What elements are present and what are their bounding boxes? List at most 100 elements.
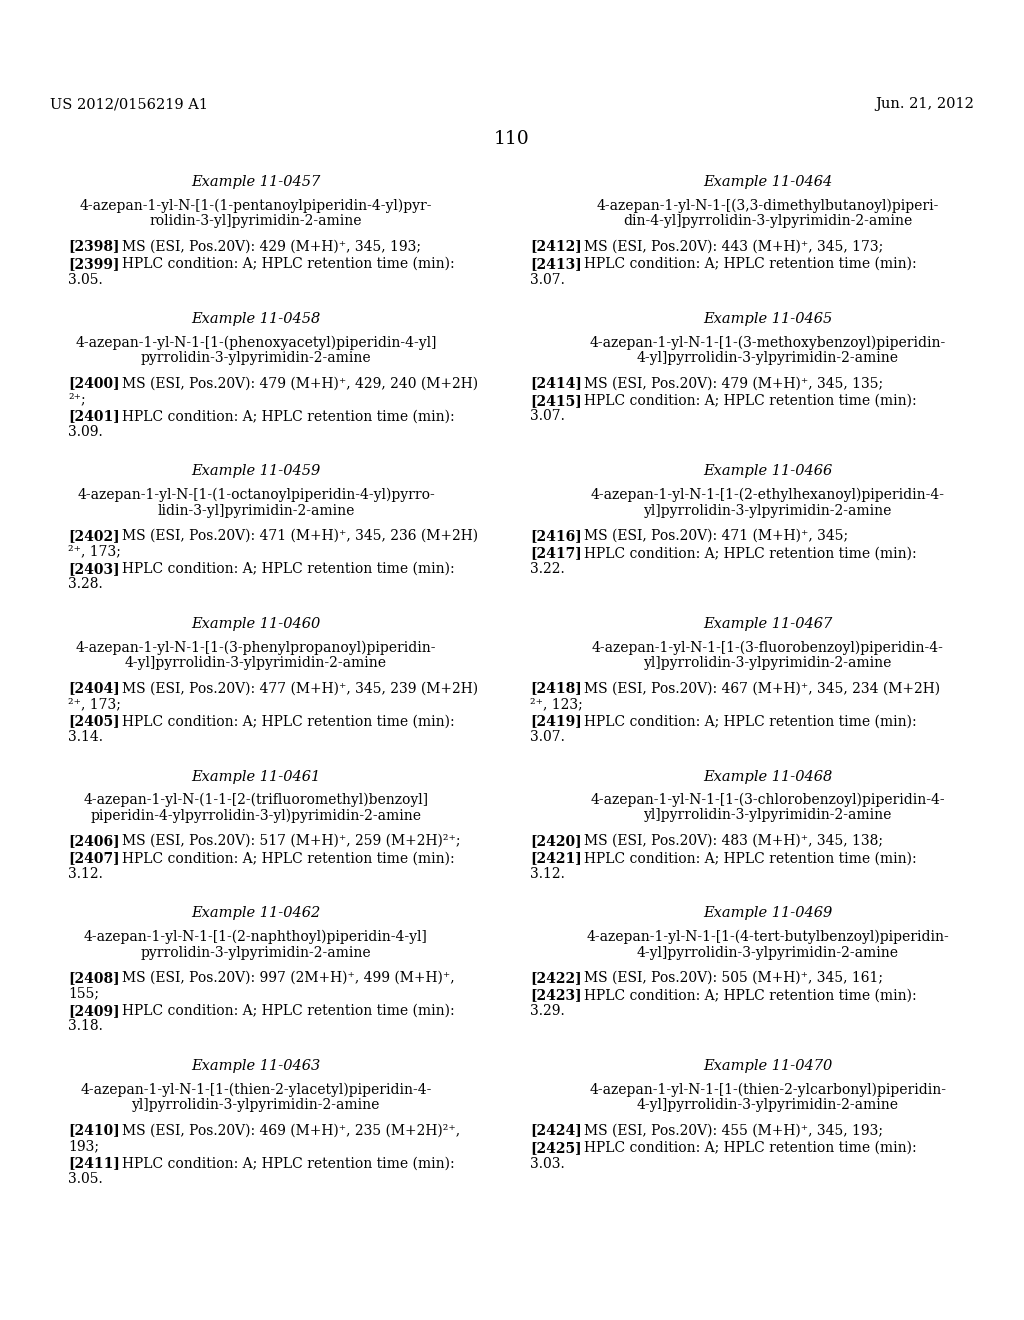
Text: MS (ESI, Pos.20V): 517 (M+H)⁺, 259 (M+2H)²⁺;: MS (ESI, Pos.20V): 517 (M+H)⁺, 259 (M+2H… bbox=[122, 834, 461, 847]
Text: 4-azepan-1-yl-N-1-[1-(4-tert-butylbenzoyl)piperidin-: 4-azepan-1-yl-N-1-[1-(4-tert-butylbenzoy… bbox=[587, 931, 949, 944]
Text: ²⁺, 123;: ²⁺, 123; bbox=[530, 697, 583, 711]
Text: Example 11-0463: Example 11-0463 bbox=[191, 1059, 321, 1073]
Text: [2407]: [2407] bbox=[68, 851, 120, 866]
Text: 3.07.: 3.07. bbox=[530, 730, 565, 744]
Text: 3.07.: 3.07. bbox=[530, 409, 565, 424]
Text: [2417]: [2417] bbox=[530, 546, 582, 561]
Text: MS (ESI, Pos.20V): 469 (M+H)⁺, 235 (M+2H)²⁺,: MS (ESI, Pos.20V): 469 (M+H)⁺, 235 (M+2H… bbox=[122, 1123, 460, 1138]
Text: 3.12.: 3.12. bbox=[530, 867, 565, 880]
Text: Example 11-0465: Example 11-0465 bbox=[703, 312, 833, 326]
Text: 4-azepan-1-yl-N-(1-1-[2-(trifluoromethyl)benzoyl]: 4-azepan-1-yl-N-(1-1-[2-(trifluoromethyl… bbox=[83, 793, 429, 808]
Text: [2406]: [2406] bbox=[68, 834, 120, 847]
Text: HPLC condition: A; HPLC retention time (min):: HPLC condition: A; HPLC retention time (… bbox=[122, 1005, 455, 1018]
Text: [2398]: [2398] bbox=[68, 239, 120, 253]
Text: 155;: 155; bbox=[68, 986, 99, 1001]
Text: HPLC condition: A; HPLC retention time (min):: HPLC condition: A; HPLC retention time (… bbox=[584, 714, 916, 729]
Text: 4-azepan-1-yl-N-1-[1-(phenoxyacetyl)piperidin-4-yl]: 4-azepan-1-yl-N-1-[1-(phenoxyacetyl)pipe… bbox=[75, 335, 437, 350]
Text: HPLC condition: A; HPLC retention time (min):: HPLC condition: A; HPLC retention time (… bbox=[584, 393, 916, 408]
Text: Example 11-0468: Example 11-0468 bbox=[703, 770, 833, 784]
Text: 4-azepan-1-yl-N-1-[1-(2-ethylhexanoyl)piperidin-4-: 4-azepan-1-yl-N-1-[1-(2-ethylhexanoyl)pi… bbox=[591, 488, 945, 503]
Text: Example 11-0458: Example 11-0458 bbox=[191, 312, 321, 326]
Text: MS (ESI, Pos.20V): 997 (2M+H)⁺, 499 (M+H)⁺,: MS (ESI, Pos.20V): 997 (2M+H)⁺, 499 (M+H… bbox=[122, 972, 455, 985]
Text: [2403]: [2403] bbox=[68, 562, 120, 576]
Text: [2419]: [2419] bbox=[530, 714, 582, 729]
Text: 4-azepan-1-yl-N-1-[(3,3-dimethylbutanoyl)piperi-: 4-azepan-1-yl-N-1-[(3,3-dimethylbutanoyl… bbox=[597, 198, 939, 213]
Text: [2420]: [2420] bbox=[530, 834, 582, 847]
Text: MS (ESI, Pos.20V): 455 (M+H)⁺, 345, 193;: MS (ESI, Pos.20V): 455 (M+H)⁺, 345, 193; bbox=[584, 1123, 883, 1138]
Text: MS (ESI, Pos.20V): 443 (M+H)⁺, 345, 173;: MS (ESI, Pos.20V): 443 (M+H)⁺, 345, 173; bbox=[584, 239, 884, 253]
Text: 4-yl]pyrrolidin-3-ylpyrimidin-2-amine: 4-yl]pyrrolidin-3-ylpyrimidin-2-amine bbox=[637, 351, 899, 366]
Text: Example 11-0461: Example 11-0461 bbox=[191, 770, 321, 784]
Text: [2425]: [2425] bbox=[530, 1140, 582, 1155]
Text: [2416]: [2416] bbox=[530, 529, 582, 543]
Text: MS (ESI, Pos.20V): 505 (M+H)⁺, 345, 161;: MS (ESI, Pos.20V): 505 (M+H)⁺, 345, 161; bbox=[584, 972, 883, 985]
Text: [2423]: [2423] bbox=[530, 989, 582, 1002]
Text: 4-azepan-1-yl-N-[1-(1-octanoylpiperidin-4-yl)pyrro-: 4-azepan-1-yl-N-[1-(1-octanoylpiperidin-… bbox=[77, 488, 435, 503]
Text: MS (ESI, Pos.20V): 429 (M+H)⁺, 345, 193;: MS (ESI, Pos.20V): 429 (M+H)⁺, 345, 193; bbox=[122, 239, 421, 253]
Text: [2404]: [2404] bbox=[68, 681, 120, 696]
Text: 4-azepan-1-yl-N-1-[1-(3-methoxybenzoyl)piperidin-: 4-azepan-1-yl-N-1-[1-(3-methoxybenzoyl)p… bbox=[590, 335, 946, 350]
Text: [2424]: [2424] bbox=[530, 1123, 582, 1138]
Text: Example 11-0462: Example 11-0462 bbox=[191, 907, 321, 920]
Text: [2411]: [2411] bbox=[68, 1156, 120, 1171]
Text: Example 11-0460: Example 11-0460 bbox=[191, 616, 321, 631]
Text: ²⁺;: ²⁺; bbox=[68, 392, 86, 407]
Text: pyrrolidin-3-ylpyrimidin-2-amine: pyrrolidin-3-ylpyrimidin-2-amine bbox=[140, 945, 372, 960]
Text: 4-azepan-1-yl-N-1-[1-(3-chlorobenzoyl)piperidin-4-: 4-azepan-1-yl-N-1-[1-(3-chlorobenzoyl)pi… bbox=[591, 793, 945, 808]
Text: 4-azepan-1-yl-N-1-[1-(3-phenylpropanoyl)piperidin-: 4-azepan-1-yl-N-1-[1-(3-phenylpropanoyl)… bbox=[76, 640, 436, 655]
Text: lidin-3-yl]pyrimidin-2-amine: lidin-3-yl]pyrimidin-2-amine bbox=[158, 503, 354, 517]
Text: [2414]: [2414] bbox=[530, 376, 582, 391]
Text: 3.28.: 3.28. bbox=[68, 578, 102, 591]
Text: [2405]: [2405] bbox=[68, 714, 120, 729]
Text: HPLC condition: A; HPLC retention time (min):: HPLC condition: A; HPLC retention time (… bbox=[122, 1156, 455, 1171]
Text: 4-yl]pyrrolidin-3-ylpyrimidin-2-amine: 4-yl]pyrrolidin-3-ylpyrimidin-2-amine bbox=[637, 945, 899, 960]
Text: 110: 110 bbox=[495, 129, 529, 148]
Text: MS (ESI, Pos.20V): 471 (M+H)⁺, 345;: MS (ESI, Pos.20V): 471 (M+H)⁺, 345; bbox=[584, 529, 848, 543]
Text: 4-azepan-1-yl-N-1-[1-(thien-2-ylcarbonyl)piperidin-: 4-azepan-1-yl-N-1-[1-(thien-2-ylcarbonyl… bbox=[590, 1082, 946, 1097]
Text: MS (ESI, Pos.20V): 479 (M+H)⁺, 345, 135;: MS (ESI, Pos.20V): 479 (M+H)⁺, 345, 135; bbox=[584, 376, 883, 391]
Text: [2408]: [2408] bbox=[68, 972, 120, 985]
Text: piperidin-4-ylpyrrolidin-3-yl)pyrimidin-2-amine: piperidin-4-ylpyrrolidin-3-yl)pyrimidin-… bbox=[90, 808, 422, 822]
Text: HPLC condition: A; HPLC retention time (min):: HPLC condition: A; HPLC retention time (… bbox=[584, 546, 916, 561]
Text: Jun. 21, 2012: Jun. 21, 2012 bbox=[876, 96, 974, 111]
Text: [2399]: [2399] bbox=[68, 257, 120, 271]
Text: 3.29.: 3.29. bbox=[530, 1005, 565, 1018]
Text: HPLC condition: A; HPLC retention time (min):: HPLC condition: A; HPLC retention time (… bbox=[584, 989, 916, 1002]
Text: 3.05.: 3.05. bbox=[68, 272, 102, 286]
Text: HPLC condition: A; HPLC retention time (min):: HPLC condition: A; HPLC retention time (… bbox=[122, 714, 455, 729]
Text: [2415]: [2415] bbox=[530, 393, 582, 408]
Text: 4-yl]pyrrolidin-3-ylpyrimidin-2-amine: 4-yl]pyrrolidin-3-ylpyrimidin-2-amine bbox=[125, 656, 387, 671]
Text: [2409]: [2409] bbox=[68, 1005, 120, 1018]
Text: MS (ESI, Pos.20V): 471 (M+H)⁺, 345, 236 (M+2H): MS (ESI, Pos.20V): 471 (M+H)⁺, 345, 236 … bbox=[122, 529, 478, 543]
Text: 4-azepan-1-yl-N-1-[1-(3-fluorobenzoyl)piperidin-4-: 4-azepan-1-yl-N-1-[1-(3-fluorobenzoyl)pi… bbox=[592, 640, 944, 655]
Text: din-4-yl]pyrrolidin-3-ylpyrimidin-2-amine: din-4-yl]pyrrolidin-3-ylpyrimidin-2-amin… bbox=[624, 214, 912, 228]
Text: ²⁺, 173;: ²⁺, 173; bbox=[68, 544, 121, 558]
Text: HPLC condition: A; HPLC retention time (min):: HPLC condition: A; HPLC retention time (… bbox=[122, 851, 455, 866]
Text: 4-yl]pyrrolidin-3-ylpyrimidin-2-amine: 4-yl]pyrrolidin-3-ylpyrimidin-2-amine bbox=[637, 1098, 899, 1111]
Text: yl]pyrrolidin-3-ylpyrimidin-2-amine: yl]pyrrolidin-3-ylpyrimidin-2-amine bbox=[644, 656, 892, 671]
Text: Example 11-0469: Example 11-0469 bbox=[703, 907, 833, 920]
Text: MS (ESI, Pos.20V): 467 (M+H)⁺, 345, 234 (M+2H): MS (ESI, Pos.20V): 467 (M+H)⁺, 345, 234 … bbox=[584, 681, 940, 696]
Text: 193;: 193; bbox=[68, 1139, 99, 1152]
Text: pyrrolidin-3-ylpyrimidin-2-amine: pyrrolidin-3-ylpyrimidin-2-amine bbox=[140, 351, 372, 366]
Text: MS (ESI, Pos.20V): 477 (M+H)⁺, 345, 239 (M+2H): MS (ESI, Pos.20V): 477 (M+H)⁺, 345, 239 … bbox=[122, 681, 478, 696]
Text: [2401]: [2401] bbox=[68, 409, 120, 424]
Text: Example 11-0457: Example 11-0457 bbox=[191, 176, 321, 189]
Text: [2421]: [2421] bbox=[530, 851, 582, 866]
Text: HPLC condition: A; HPLC retention time (min):: HPLC condition: A; HPLC retention time (… bbox=[584, 257, 916, 271]
Text: HPLC condition: A; HPLC retention time (min):: HPLC condition: A; HPLC retention time (… bbox=[584, 851, 916, 866]
Text: 4-azepan-1-yl-N-[1-(1-pentanoylpiperidin-4-yl)pyr-: 4-azepan-1-yl-N-[1-(1-pentanoylpiperidin… bbox=[80, 198, 432, 213]
Text: 4-azepan-1-yl-N-1-[1-(thien-2-ylacetyl)piperidin-4-: 4-azepan-1-yl-N-1-[1-(thien-2-ylacetyl)p… bbox=[80, 1082, 432, 1097]
Text: yl]pyrrolidin-3-ylpyrimidin-2-amine: yl]pyrrolidin-3-ylpyrimidin-2-amine bbox=[132, 1098, 380, 1111]
Text: HPLC condition: A; HPLC retention time (min):: HPLC condition: A; HPLC retention time (… bbox=[122, 409, 455, 424]
Text: [2410]: [2410] bbox=[68, 1123, 120, 1138]
Text: 3.14.: 3.14. bbox=[68, 730, 103, 744]
Text: [2418]: [2418] bbox=[530, 681, 582, 696]
Text: yl]pyrrolidin-3-ylpyrimidin-2-amine: yl]pyrrolidin-3-ylpyrimidin-2-amine bbox=[644, 503, 892, 517]
Text: MS (ESI, Pos.20V): 479 (M+H)⁺, 429, 240 (M+2H): MS (ESI, Pos.20V): 479 (M+H)⁺, 429, 240 … bbox=[122, 376, 478, 391]
Text: MS (ESI, Pos.20V): 483 (M+H)⁺, 345, 138;: MS (ESI, Pos.20V): 483 (M+H)⁺, 345, 138; bbox=[584, 834, 883, 847]
Text: 3.18.: 3.18. bbox=[68, 1019, 102, 1034]
Text: 3.09.: 3.09. bbox=[68, 425, 102, 440]
Text: HPLC condition: A; HPLC retention time (min):: HPLC condition: A; HPLC retention time (… bbox=[122, 562, 455, 576]
Text: 3.22.: 3.22. bbox=[530, 562, 565, 576]
